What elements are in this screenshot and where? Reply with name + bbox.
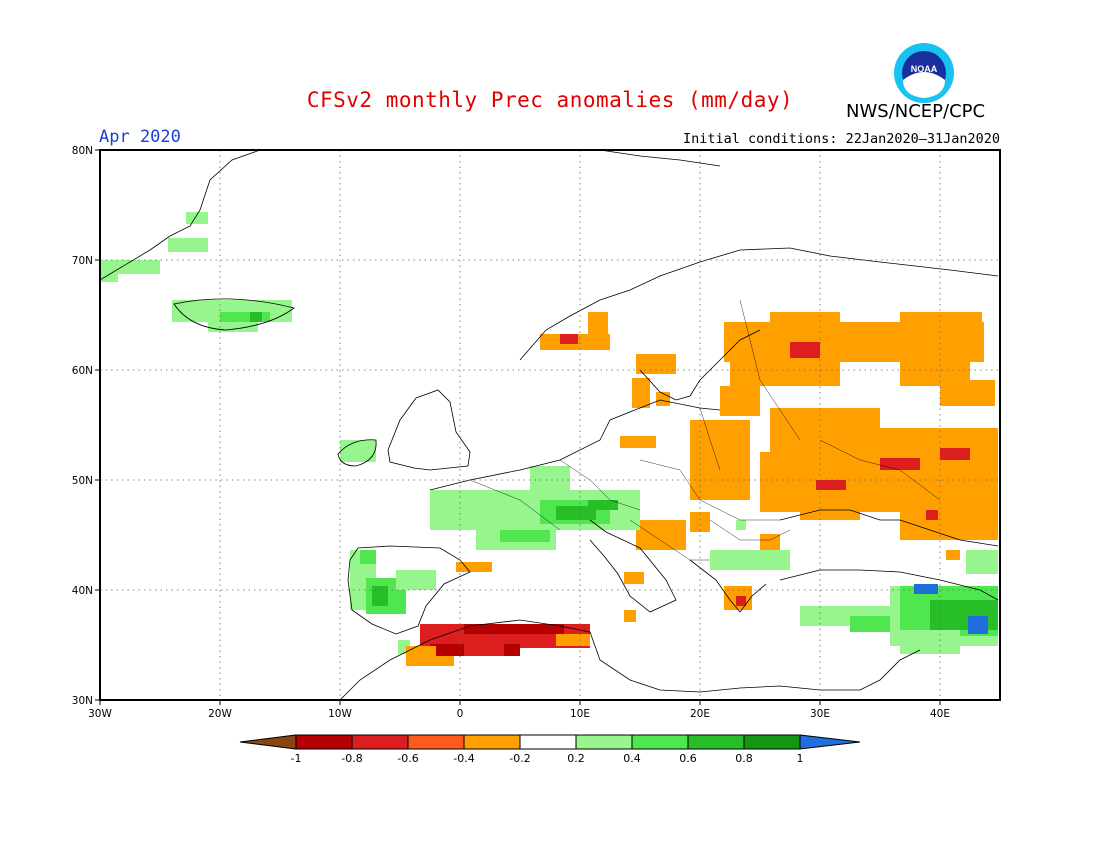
colorbar-bin [575,734,633,750]
colorbar [239,734,861,750]
lon-label: 20W [208,708,232,720]
lat-label: 30N [72,695,93,707]
colorbar-bin [295,734,353,750]
forecast-month: Apr 2020 [99,127,181,147]
noaa-logo-text: NOAA [911,64,938,74]
colorbar-bin [519,734,577,750]
lon-label: 30W [88,708,112,720]
lon-label: 0 [457,708,464,720]
lon-label: 10E [570,708,590,720]
lat-label: 60N [72,365,93,377]
noaa-logo: NOAA [894,43,954,103]
tick-marks [95,149,941,705]
colorbar-label: -0.6 [397,752,418,765]
lon-label: 10W [328,708,352,720]
lon-label: 20E [690,708,710,720]
colorbar-bin [351,734,409,750]
colorbar-low-arrow [239,734,297,750]
chart-title: CFSv2 monthly Prec anomalies (mm/day) [0,88,1100,112]
colorbar-bin [743,734,801,750]
lat-label: 40N [72,585,93,597]
map-frame [99,149,1001,701]
lon-label: 30E [810,708,830,720]
colorbar-bin [687,734,745,750]
colorbar-label: -0.2 [509,752,530,765]
chart-title-text: CFSv2 monthly Prec anomalies (mm/day) [306,88,794,112]
colorbar-label: -0.4 [453,752,474,765]
anomaly-cells [100,212,998,666]
graticule [100,150,1000,700]
colorbar-bin [463,734,521,750]
lat-label: 70N [72,255,93,267]
colorbar-label: 1 [797,752,804,765]
colorbar-label: -0.8 [341,752,362,765]
colorbar-labels: -1 -0.8 -0.6 -0.4 -0.2 0.2 0.4 0.6 0.8 1 [291,752,804,765]
colorbar-bin [407,734,465,750]
colorbar-label: 0.2 [567,752,585,765]
colorbar-label: -1 [291,752,302,765]
colorbar-high-arrow [799,734,861,750]
colorbar-label: 0.4 [623,752,641,765]
colorbar-label: 0.8 [735,752,753,765]
country-borders [469,299,941,561]
colorbar-label: 0.6 [679,752,697,765]
agency-label: NWS/NCEP/CPC [846,101,986,122]
lat-label: 50N [72,475,93,487]
lat-label: 80N [72,145,93,157]
colorbar-bin [631,734,689,750]
lon-labels: 30W 20W 10W 0 10E 20E 30E 40E [88,708,950,720]
lon-label: 40E [930,708,950,720]
lat-labels: 30N 40N 50N 60N 70N 80N [72,145,93,707]
initial-conditions: Initial conditions: 22Jan2020–31Jan2020 [683,131,1000,147]
